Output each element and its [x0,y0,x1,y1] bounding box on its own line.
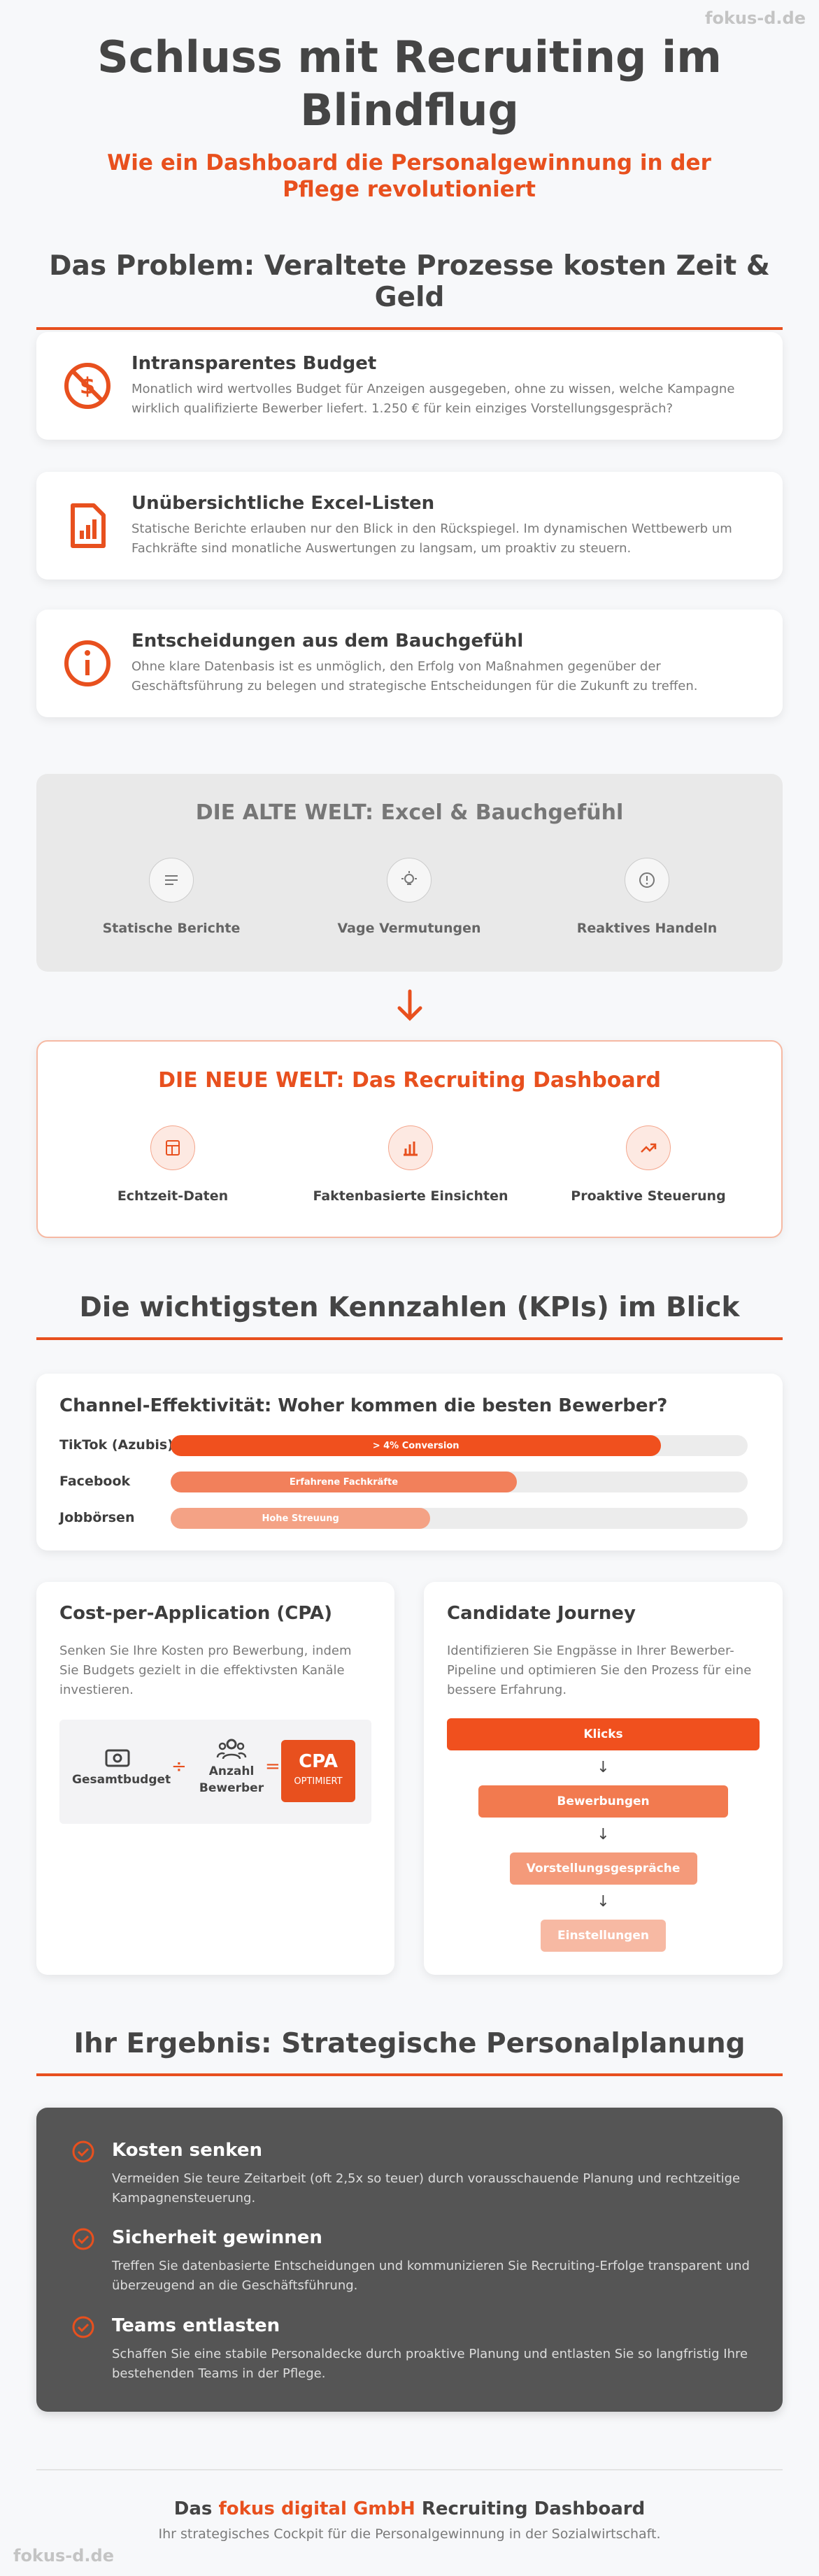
footer-text: Ihr strategisches Cockpit für die Person… [158,2526,661,2542]
result-title: Sicherheit gewinnen [112,2227,322,2248]
old-world-item: Reaktives Handeln [576,921,718,936]
bar-track: Erfahrene Fachkräfte [171,1472,748,1492]
channel-name: Facebook [59,1474,131,1489]
bar-label: Hohe Streuung [262,1513,339,1524]
bar: > 4% Conversion [171,1435,662,1456]
formula-operator: ÷ [171,1756,187,1777]
bar: Erfahrene Fachkräfte [171,1472,517,1492]
footer: Das fokus digital GmbH Recruiting Dashbo… [36,2469,783,2542]
channel-row: Facebook Erfahrene Fachkräfte [59,1472,759,1492]
card-title: Channel-Effektivität: Woher kommen die b… [59,1395,668,1416]
card-title: Candidate Journey [447,1603,636,1624]
formula-term: Gesamtbudget [72,1773,171,1787]
bar-track: Hohe Streuung [171,1508,748,1529]
card-text: Identifizieren Sie Engpässe in Ihrer Bew… [447,1643,752,1697]
new-world: DIE NEUE WELT: Das Recruiting Dashboard … [36,1040,783,1238]
icon [71,503,106,548]
result-text: Treffen Sie datenbasierte Entscheidungen… [112,2259,750,2293]
section-heading: Ihr Ergebnis: Strategische Personalplanu… [36,2028,783,2076]
section-heading: Das Problem: Veraltete Prozesse kosten Z… [36,250,783,330]
bar: Hohe Streuung [171,1508,431,1529]
footer-suffix: Recruiting Dashboard [421,2498,646,2519]
page-subtitle: Wie ein Dashboard die Personalgewinnung … [107,150,711,202]
funnel-step: Klicks [447,1718,760,1750]
card-title: Intransparentes Budget [131,353,377,374]
formula: Gesamtbudget ÷ Anzahl Bewerber = CPA OPT… [59,1720,371,1824]
channel-row: TikTok (Azubis) > 4% Conversion [59,1435,759,1456]
new-world-title: DIE NEUE WELT: Das Recruiting Dashboard [158,1068,661,1093]
result-note: OPTIMIERT [294,1776,343,1787]
old-world-item: Vage Vermutungen [337,921,481,936]
watermark: fokus-d.de [705,8,806,28]
watermark: fokus-d.de [13,2546,114,2566]
new-world-item: Proaktive Steuerung [571,1188,726,1204]
problem-card: Entscheidungen aus dem Bauchgefühl Ohne … [36,610,783,717]
result-label: CPA [299,1751,338,1772]
result-title: Kosten senken [112,2140,263,2161]
footer-brand: fokus digital GmbH [218,2498,415,2519]
problem-card: $ Intransparentes Budget Monatlich wird … [36,332,783,440]
bar-label: > 4% Conversion [372,1440,460,1451]
problem-card: Unübersichtliche Excel-Listen Statische … [36,472,783,580]
funnel-step: Bewerbungen [478,1785,728,1818]
result-text: Schaffen Sie eine stabile Personaldecke … [112,2347,748,2381]
funnel-step: Einstellungen [541,1920,666,1952]
card-title: Unübersichtliche Excel-Listen [131,493,435,514]
formula-result: CPA OPTIMIERT [281,1740,355,1802]
card-text: Senken Sie Ihre Kosten pro Bewerbung, in… [59,1643,352,1697]
cpa-card: Cost-per-Application (CPA) Senken Sie Ih… [36,1582,394,1975]
result-box: Kosten senken Vermeiden Sie teure Zeitar… [36,2108,783,2412]
channel-name: TikTok (Azubis) [59,1437,173,1453]
result-title: Teams entlasten [112,2315,280,2336]
result-text: Vermeiden Sie teure Zeitarbeit (oft 2,5x… [112,2171,741,2206]
channel-name: Jobbörsen [59,1510,135,1525]
new-world-item: Faktenbasierte Einsichten [313,1188,508,1204]
bar-track: > 4% Conversion [171,1435,748,1456]
funnel-step: Vorstellungsgespräche [509,1852,697,1885]
channel-row: Jobbörsen Hohe Streuung [59,1508,759,1529]
card-text: Monatlich wird wertvolles Budget für Anz… [131,382,735,416]
footer-prefix: Das [173,2498,213,2519]
card-text: Ohne klare Datenbasis ist es unmöglich, … [131,659,698,693]
old-world-title: DIE ALTE WELT: Excel & Bauchgefühl [195,800,624,825]
new-world-item: Echtzeit-Daten [117,1188,229,1204]
card-text: Statische Berichte erlauben nur den Blic… [131,521,732,556]
old-world-item: Statische Berichte [102,921,241,936]
icon [64,640,111,686]
arrow [397,989,422,1021]
page-title: Schluss mit Recruiting im Blindflug [97,31,722,136]
journey-card: Candidate Journey Identifizieren Sie Eng… [424,1582,783,1975]
funnel: Klicks ↓ Bewerbungen ↓ Vorstellungsgespr… [447,1718,760,1952]
section-heading: Die wichtigsten Kennzahlen (KPIs) im Bli… [36,1292,783,1340]
card-title: Entscheidungen aus dem Bauchgefühl [131,631,524,652]
formula-operator: = [265,1756,280,1777]
bar-label: Erfahrene Fachkräfte [289,1476,399,1488]
channel-card: Channel-Effektivität: Woher kommen die b… [36,1374,783,1550]
formula-term: Anzahl Bewerber [199,1764,264,1795]
header: Schluss mit Recruiting im Blindflug Wie … [84,31,735,203]
old-world: DIE ALTE WELT: Excel & Bauchgefühl Stati… [36,774,783,972]
icon: $ [64,363,111,409]
card-title: Cost-per-Application (CPA) [59,1603,333,1624]
